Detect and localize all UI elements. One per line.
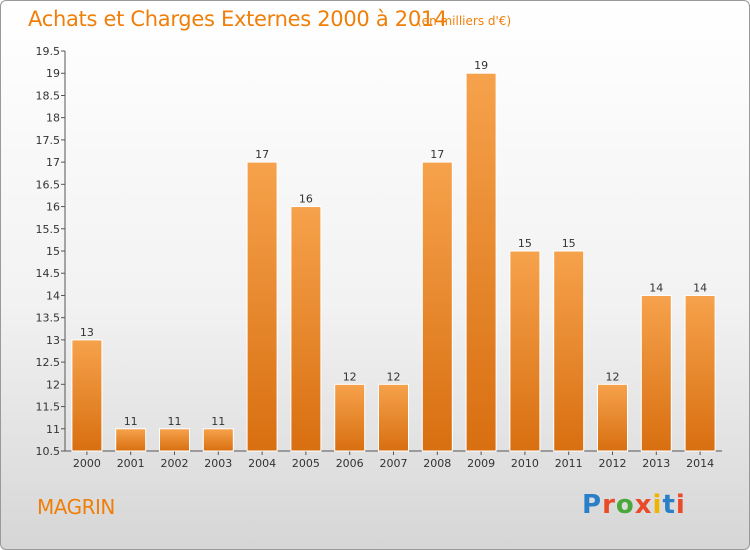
y-tick-label: 16 <box>46 201 60 214</box>
x-tick-label-2009: 2009 <box>467 457 495 470</box>
data-label-2001: 11 <box>124 415 138 428</box>
x-tick-label-2006: 2006 <box>336 457 364 470</box>
bar-2003 <box>202 428 234 452</box>
data-label-2003: 11 <box>211 415 225 428</box>
y-tick-label: 16.5 <box>36 178 61 191</box>
bar-2000 <box>71 339 103 452</box>
logo-letter: r <box>602 490 616 520</box>
y-tick-label: 14 <box>46 289 60 302</box>
data-label-2011: 15 <box>562 237 576 250</box>
chart-title: Achats et Charges Externes 2000 à 2014 <box>28 7 448 31</box>
y-tick-label: 12 <box>46 378 60 391</box>
y-tick-label: 18.5 <box>36 89 61 102</box>
bar-2012 <box>597 383 628 452</box>
y-tick-label: 18 <box>46 112 60 125</box>
y-tick-label: 19.5 <box>36 45 61 58</box>
bar-2008 <box>421 161 453 452</box>
logo-letter: i <box>675 490 686 520</box>
x-tick-label-2005: 2005 <box>292 457 320 470</box>
data-label-2004: 17 <box>255 148 269 161</box>
y-tick-label: 10.5 <box>36 445 61 458</box>
logo-letter: o <box>615 490 635 520</box>
x-tick-label-2000: 2000 <box>73 457 101 470</box>
x-tick-label-2011: 2011 <box>555 457 583 470</box>
data-label-2012: 12 <box>606 370 620 383</box>
x-tick-label-2001: 2001 <box>117 457 145 470</box>
bar-2009 <box>465 72 497 452</box>
bar-2001 <box>115 428 147 452</box>
data-label-2008: 17 <box>430 148 444 161</box>
bars <box>71 72 716 452</box>
x-tick-label-2007: 2007 <box>380 457 408 470</box>
bar-2013 <box>640 294 672 452</box>
x-tick-label-2008: 2008 <box>423 457 451 470</box>
bar-2010 <box>509 250 541 452</box>
y-tick-label: 17 <box>46 156 60 169</box>
y-tick-label: 17.5 <box>36 134 61 147</box>
y-tick-label: 13.5 <box>36 312 61 325</box>
data-label-2002: 11 <box>168 415 182 428</box>
data-label-2000: 13 <box>80 326 94 339</box>
bar-2005 <box>290 206 322 452</box>
y-tick-label: 15 <box>46 245 60 258</box>
logo-letter: x <box>634 490 653 520</box>
logo-letter: i <box>652 490 663 520</box>
y-tick-label: 15.5 <box>36 223 61 236</box>
bar-2004 <box>246 161 278 452</box>
commune-name: MAGRIN <box>37 495 115 519</box>
x-tick-label-2010: 2010 <box>511 457 539 470</box>
logo-letter: t <box>662 490 676 520</box>
data-label-2005: 16 <box>299 193 313 206</box>
y-tick-label: 19 <box>46 67 60 80</box>
y-tick-label: 12.5 <box>36 356 61 369</box>
bar-2011 <box>553 250 585 452</box>
bar-2007 <box>378 383 409 452</box>
chart-subtitle: (en milliers d'€) <box>417 14 512 28</box>
proxiti-logo: Proxiti <box>582 490 686 520</box>
y-tick-label: 14.5 <box>36 267 61 280</box>
x-tick-label-2004: 2004 <box>248 457 276 470</box>
data-label-2014: 14 <box>693 281 707 294</box>
data-labels: 13 11 11 11 17 16 12 12 17 19 15 15 12 14 14 <box>80 59 707 428</box>
x-tick-label-2014: 2014 <box>686 457 714 470</box>
x-tick-label-2003: 2003 <box>204 457 232 470</box>
data-label-2007: 12 <box>387 370 401 383</box>
y-tick-label: 11.5 <box>36 401 61 414</box>
data-label-2013: 14 <box>649 281 663 294</box>
axes: 10.5 11 11.5 12 12.5 13 13.5 14 14.5 15 15.5 16 16.5… <box>36 45 722 470</box>
data-label-2006: 12 <box>343 370 357 383</box>
data-label-2009: 19 <box>474 59 488 72</box>
data-label-2010: 15 <box>518 237 532 250</box>
x-tick-label-2013: 2013 <box>642 457 670 470</box>
bar-2002 <box>159 428 190 452</box>
logo-letter: P <box>582 490 603 520</box>
bar-2006 <box>334 383 366 452</box>
x-tick-label-2012: 2012 <box>599 457 627 470</box>
y-tick-label: 13 <box>46 334 60 347</box>
x-tick-label-2002: 2002 <box>161 457 189 470</box>
bar-2014 <box>684 294 716 452</box>
y-tick-label: 11 <box>46 423 60 436</box>
